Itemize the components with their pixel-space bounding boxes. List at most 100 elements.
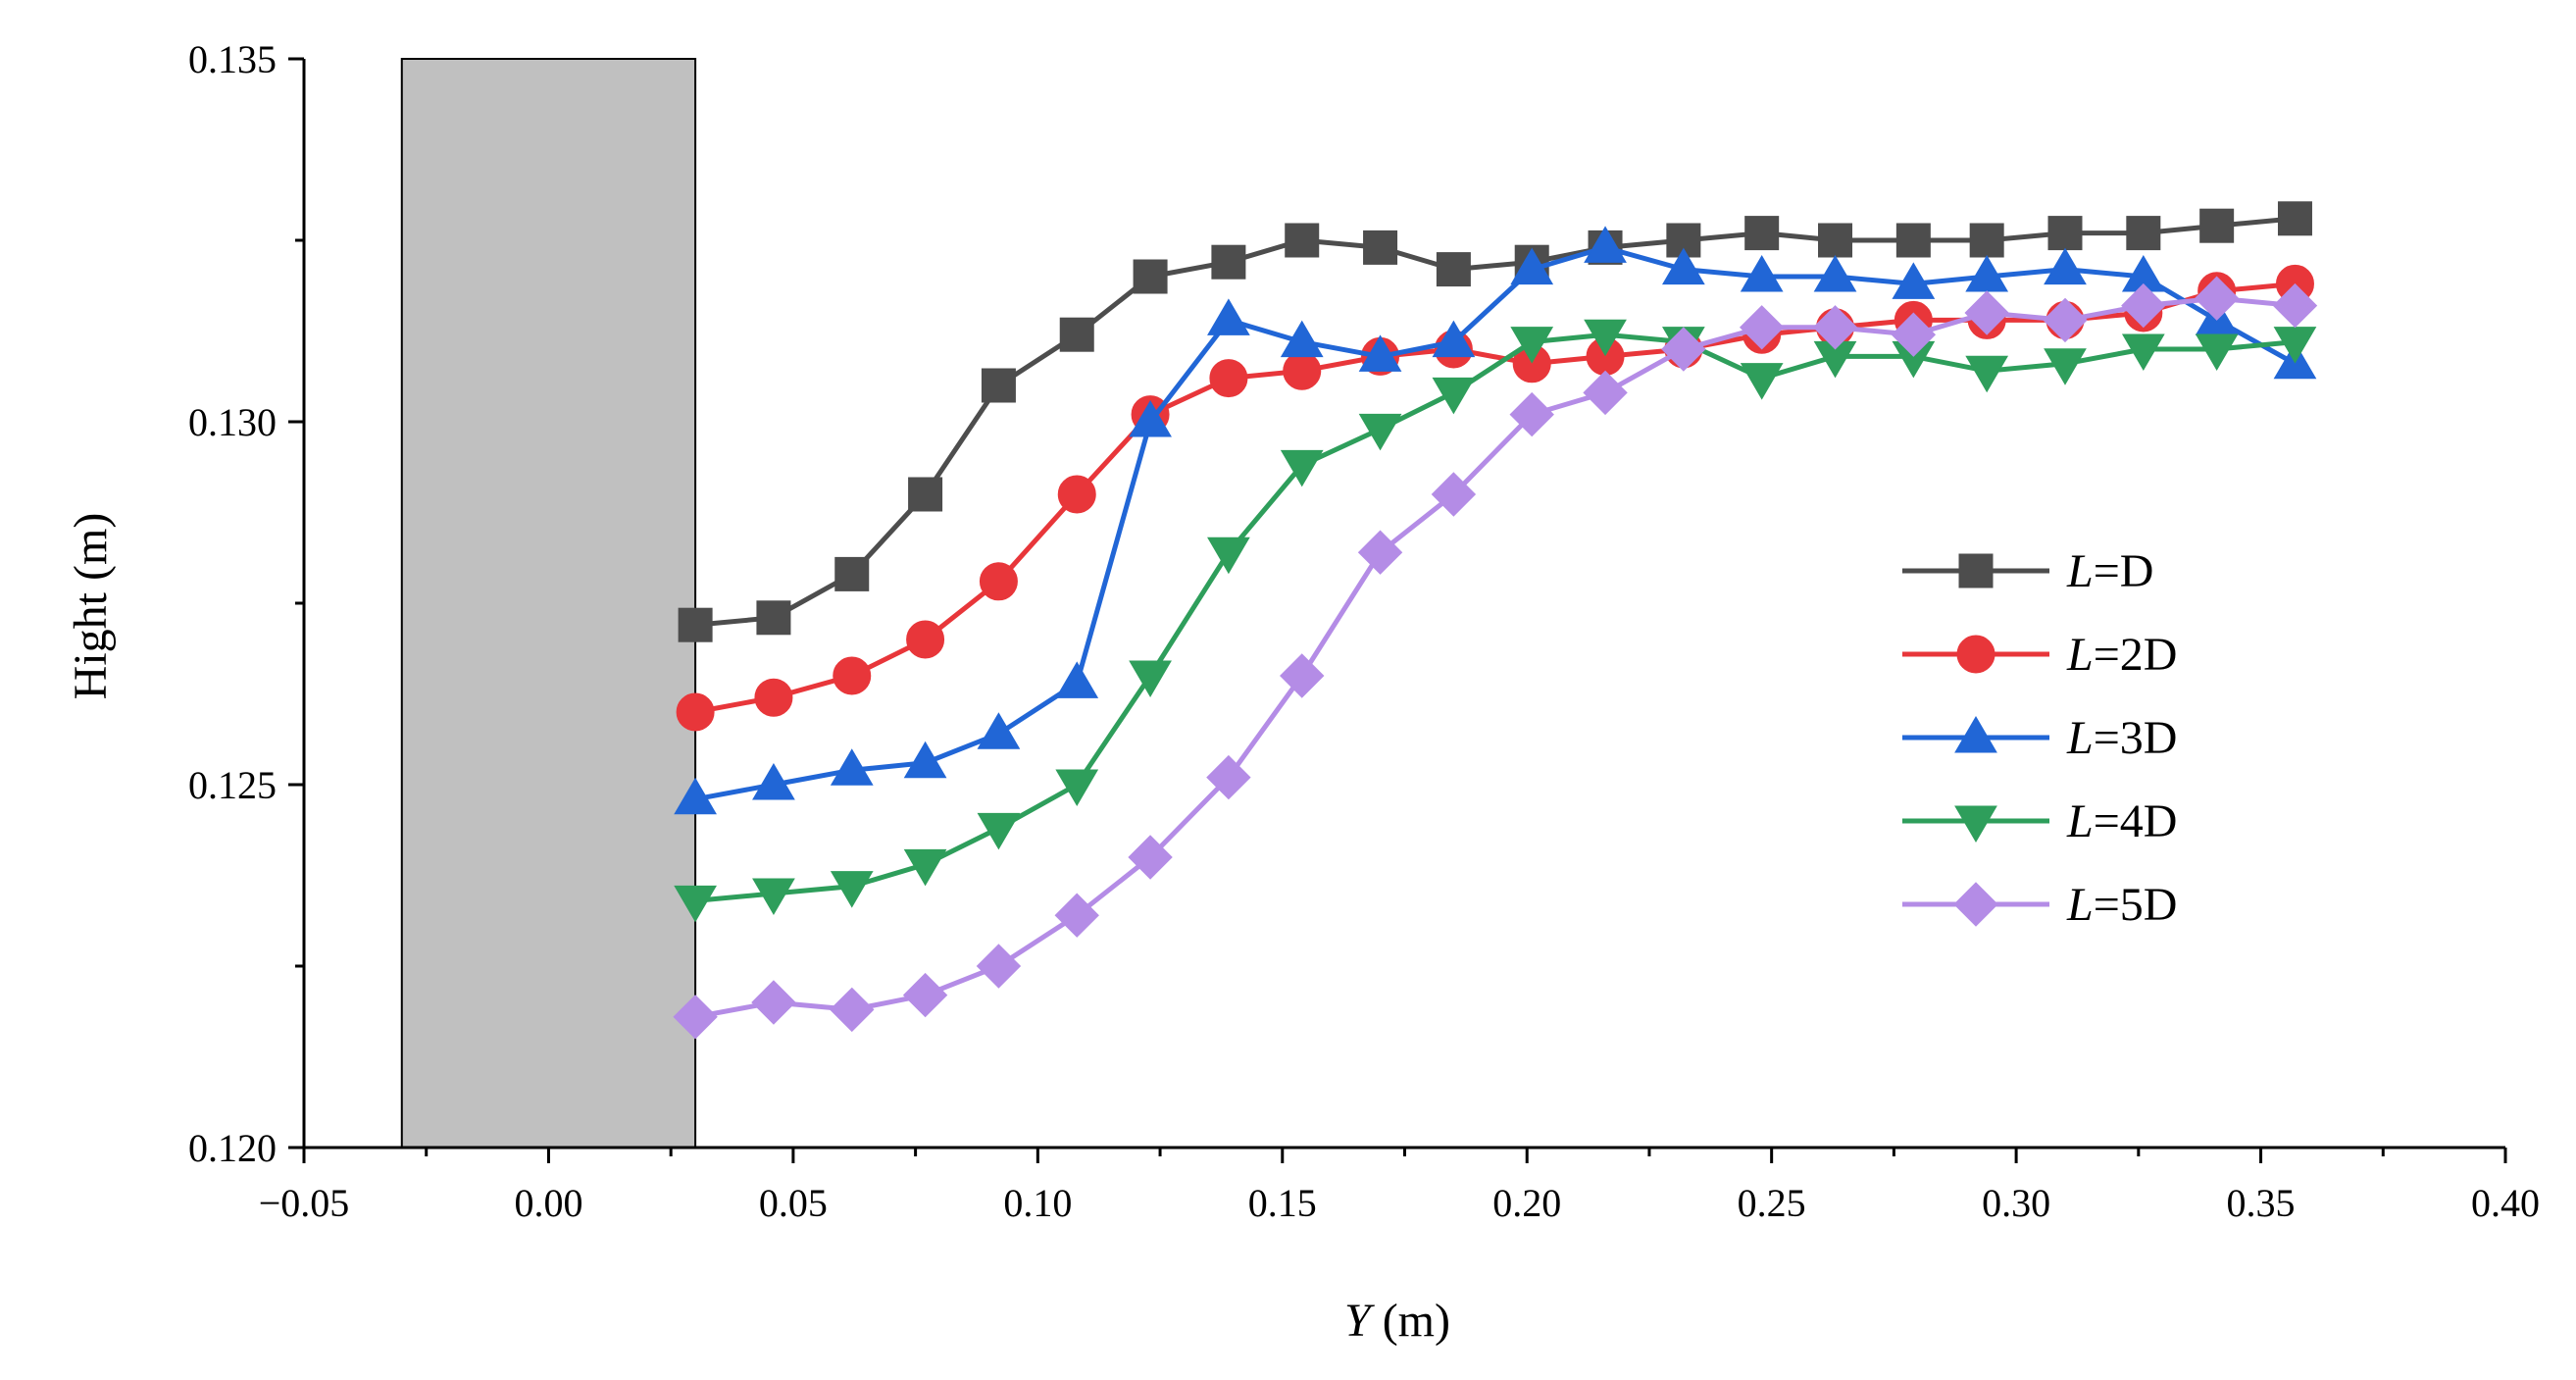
data-point-L=5D-11	[1509, 391, 1554, 437]
data-point-L=2D-7	[1209, 359, 1248, 398]
legend-label-value: =4D	[2094, 795, 2178, 847]
legend-marker-L=3D	[1954, 716, 1997, 753]
data-point-L=D-17	[1969, 223, 2004, 258]
y-tick-label: 0.135	[188, 37, 277, 81]
data-point-L=3D-12	[1584, 226, 1627, 263]
data-point-L=D-10	[1436, 252, 1471, 287]
legend-marker-L=5D	[1953, 882, 1998, 927]
data-point-L=D-16	[1895, 223, 1931, 258]
data-point-L=3D-14	[1740, 255, 1784, 292]
data-point-L=3D-7	[1207, 298, 1250, 335]
x-tick-label: −0.05	[259, 1181, 350, 1225]
data-point-L=3D-2	[830, 748, 874, 786]
data-point-L=4D-7	[1207, 537, 1250, 575]
data-point-L=D-2	[834, 556, 870, 591]
x-axis-title-variable: Y	[1344, 1295, 1375, 1347]
series-line-L=3D	[694, 244, 2297, 802]
axes-layer: −0.05 0.00 0.05 0.10 0.15 0.20 0.25 0.30 0.35 0.4…	[188, 37, 2540, 1225]
x-tick-label: 0.10	[1003, 1181, 1072, 1225]
legend-label-value: =5D	[2094, 879, 2178, 931]
data-point-L=5D-21	[2272, 282, 2318, 329]
x-tick-label: 0.05	[759, 1181, 828, 1225]
x-tick-label: 0.40	[2471, 1181, 2540, 1225]
data-point-L=5D-3	[902, 972, 948, 1018]
legend-label-L=4D: L=4D	[2066, 795, 2177, 847]
data-point-L=3D-6	[1129, 400, 1172, 437]
data-point-L=3D-10	[1432, 320, 1476, 358]
data-point-L=3D-0	[674, 777, 717, 815]
data-point-L=D-5	[1059, 317, 1094, 352]
legend-label-L=2D: L=2D	[2066, 629, 2177, 681]
y-axis-title: Hight (m)	[65, 513, 117, 700]
obstacle-block	[400, 58, 697, 1149]
data-point-L=4D-17	[1965, 355, 2009, 393]
data-point-L=4D-6	[1129, 660, 1172, 697]
data-point-L=5D-16	[1891, 312, 1937, 357]
data-point-L=D-14	[1744, 216, 1780, 251]
data-point-L=D-1	[756, 600, 791, 636]
series-layer	[673, 201, 2318, 1040]
data-point-L=5D-6	[1128, 835, 1173, 880]
data-point-L=D-18	[2047, 216, 2083, 251]
y-tick-label: 0.125	[188, 763, 277, 807]
data-point-L=3D-4	[977, 712, 1021, 749]
data-point-L=2D-3	[906, 620, 945, 659]
x-tick-label: 0.15	[1248, 1181, 1317, 1225]
x-tick-label: 0.25	[1738, 1181, 1806, 1225]
data-point-L=2D-2	[833, 656, 872, 695]
data-point-L=2D-4	[979, 562, 1018, 601]
data-point-L=5D-17	[1964, 290, 2009, 335]
data-point-L=4D-1	[752, 878, 795, 915]
series-L=3D	[674, 226, 2317, 815]
legend-label-variable: L	[2066, 545, 2094, 597]
data-point-L=4D-12	[1584, 319, 1627, 357]
data-point-L=3D-8	[1280, 320, 1324, 358]
legend-label-variable: L	[2066, 629, 2094, 681]
legend-label-variable: L	[2066, 712, 2094, 764]
y-tick-label: 0.120	[188, 1126, 277, 1170]
series-line-L=D	[694, 216, 2296, 628]
x-tick-label: 0.35	[2227, 1181, 2296, 1225]
data-point-L=D-21	[2277, 201, 2312, 236]
legend-item-L=D: L=D	[1902, 545, 2153, 597]
data-point-L=5D-20	[2194, 276, 2240, 321]
data-point-L=4D-2	[830, 871, 874, 908]
data-point-L=D-20	[2199, 208, 2235, 243]
data-point-L=D-9	[1363, 230, 1398, 265]
data-point-L=5D-8	[1280, 653, 1325, 698]
series-L=5D	[673, 276, 2318, 1040]
x-tick-label: 0.00	[514, 1181, 582, 1225]
data-point-L=4D-14	[1740, 363, 1784, 400]
data-point-L=3D-16	[1892, 262, 1936, 299]
legend-label-L=3D: L=3D	[2066, 712, 2177, 764]
legend-label-variable: L	[2066, 879, 2094, 931]
legend-item-L=2D: L=2D	[1902, 629, 2177, 681]
data-point-L=5D-14	[1739, 305, 1785, 350]
legend-label-value: =2D	[2094, 629, 2178, 681]
data-point-L=4D-20	[2195, 333, 2239, 371]
data-point-L=3D-13	[1661, 247, 1705, 285]
legend-item-L=3D: L=3D	[1902, 712, 2177, 764]
data-point-L=4D-5	[1055, 769, 1099, 806]
data-point-L=2D-5	[1057, 475, 1096, 514]
data-point-L=4D-0	[674, 885, 717, 923]
data-point-L=D-6	[1133, 259, 1168, 294]
data-point-L=2D-8	[1283, 351, 1322, 390]
data-point-L=D-15	[1818, 223, 1853, 258]
data-point-L=D-0	[678, 607, 713, 642]
data-point-L=3D-3	[903, 741, 947, 779]
legend-label-L=D: L=D	[2066, 545, 2153, 597]
data-point-L=4D-18	[2044, 348, 2087, 385]
data-point-L=5D-18	[2043, 297, 2088, 343]
data-point-L=4D-19	[2121, 333, 2165, 371]
data-point-L=D-7	[1211, 244, 1246, 280]
data-point-L=4D-3	[903, 848, 947, 887]
x-axis-title: Y (m)	[1344, 1295, 1450, 1347]
legend-marker-L=4D	[1954, 805, 1997, 843]
data-point-L=4D-8	[1280, 449, 1324, 487]
data-point-L=2D-1	[754, 678, 793, 717]
data-point-L=5D-0	[673, 995, 718, 1040]
x-axis-title-unit: (m)	[1371, 1295, 1450, 1347]
data-point-L=3D-1	[752, 763, 795, 800]
data-point-L=4D-9	[1358, 413, 1402, 451]
